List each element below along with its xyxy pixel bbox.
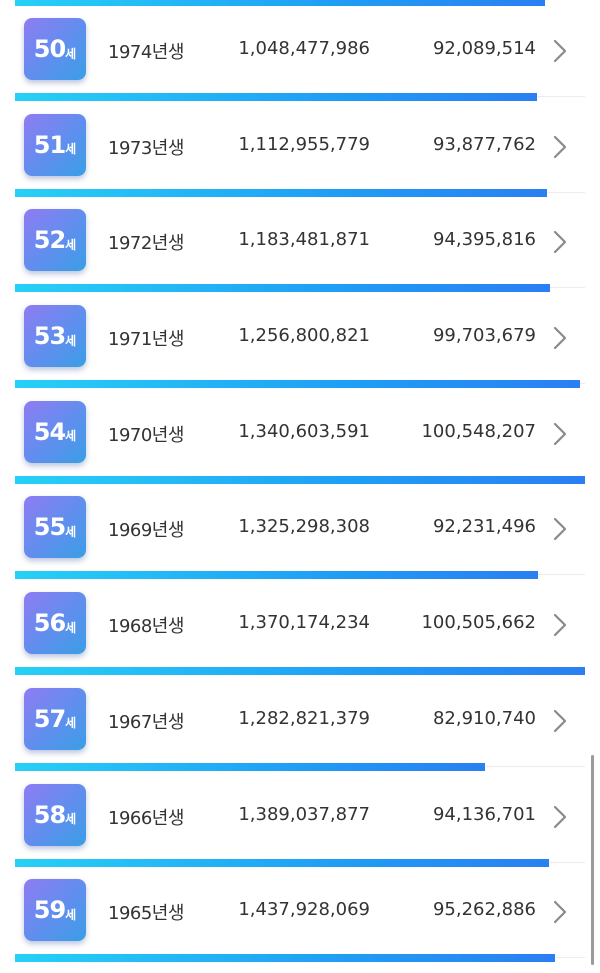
chevron-right-icon[interactable] xyxy=(552,135,568,159)
list-item[interactable]: 57 세 1967년생 1,282,821,379 82,910,740 xyxy=(0,676,600,772)
age-badge: 58 세 xyxy=(24,783,86,846)
per-person-amount: 94,395,816 xyxy=(432,229,536,251)
value-bar xyxy=(15,475,585,484)
age-number: 52 xyxy=(33,226,66,255)
per-person-amount: 94,136,701 xyxy=(432,803,536,825)
age-badge: 59 세 xyxy=(24,879,86,942)
value-bar xyxy=(15,188,547,197)
value-bar xyxy=(15,284,550,293)
per-person-amount: 92,089,514 xyxy=(432,38,536,59)
total-amount: 1,389,037,877 xyxy=(238,803,370,825)
list-item[interactable]: 59 세 1965년생 1,437,928,069 95,262,886 xyxy=(0,867,600,963)
age-badge: 51 세 xyxy=(24,113,86,176)
list-item[interactable]: 52 세 1972년생 1,183,481,871 94,395,816 xyxy=(0,197,600,293)
age-badge: 57 세 xyxy=(24,687,86,750)
age-badge: 55 세 xyxy=(24,496,86,559)
per-person-amount: 100,505,662 xyxy=(421,612,536,634)
total-amount: 1,282,821,379 xyxy=(238,707,370,729)
chevron-right-icon[interactable] xyxy=(552,422,568,446)
birth-year: 1967년생 xyxy=(108,711,184,733)
age-number: 58 xyxy=(33,800,66,829)
per-person-amount: 95,262,886 xyxy=(432,899,536,921)
age-unit: 세 xyxy=(65,620,77,635)
per-person-amount: 100,548,207 xyxy=(421,420,536,442)
birth-year: 1974년생 xyxy=(108,42,184,63)
list-item[interactable]: 51 세 1973년생 1,112,955,779 93,877,762 xyxy=(0,102,600,198)
total-amount: 1,370,174,234 xyxy=(238,612,370,634)
age-badge: 56 세 xyxy=(24,592,86,655)
age-list: 50 세 1974년생 1,048,477,986 92,089,514 51 세 … xyxy=(0,6,600,963)
age-number: 56 xyxy=(33,609,66,638)
chevron-right-icon[interactable] xyxy=(552,230,568,254)
age-unit: 세 xyxy=(65,812,77,826)
chevron-right-icon[interactable] xyxy=(552,613,568,637)
chevron-right-icon[interactable] xyxy=(552,326,568,350)
per-person-amount: 93,877,762 xyxy=(432,133,536,155)
value-bar xyxy=(15,954,555,963)
list-item[interactable]: 53 세 1971년생 1,256,800,821 99,703,679 xyxy=(0,293,600,389)
total-amount: 1,325,298,308 xyxy=(238,516,370,538)
list-item[interactable]: 56 세 1968년생 1,370,174,234 100,505,662 xyxy=(0,580,600,676)
age-number: 59 xyxy=(33,896,66,925)
age-number: 51 xyxy=(33,130,66,159)
per-person-amount: 82,910,740 xyxy=(432,707,536,729)
total-amount: 1,437,928,069 xyxy=(238,899,370,921)
age-unit: 세 xyxy=(65,907,77,922)
birth-year: 1970년생 xyxy=(108,424,184,446)
value-bar xyxy=(15,667,585,676)
age-unit: 세 xyxy=(65,142,77,157)
age-number: 53 xyxy=(33,322,66,351)
age-unit: 세 xyxy=(65,429,77,444)
age-unit: 세 xyxy=(65,524,77,539)
chevron-right-icon[interactable] xyxy=(552,517,568,541)
age-number: 55 xyxy=(33,513,66,542)
age-unit: 세 xyxy=(65,333,77,348)
previous-row-bar-fill xyxy=(15,0,545,6)
birth-year: 1969년생 xyxy=(108,520,184,542)
age-number: 50 xyxy=(33,35,66,63)
value-bar xyxy=(15,762,485,771)
birth-year: 1971년생 xyxy=(108,329,184,351)
value-bar xyxy=(15,858,549,867)
age-unit: 세 xyxy=(65,46,77,61)
age-unit: 세 xyxy=(65,237,77,252)
per-person-amount: 99,703,679 xyxy=(432,325,536,347)
previous-row-bar xyxy=(0,0,586,6)
age-badge: 53 세 xyxy=(24,305,86,368)
total-amount: 1,048,477,986 xyxy=(238,38,370,59)
chevron-right-icon[interactable] xyxy=(552,39,568,63)
age-badge: 50 세 xyxy=(24,18,86,80)
list-item[interactable]: 50 세 1974년생 1,048,477,986 92,089,514 xyxy=(0,6,600,102)
per-person-amount: 92,231,496 xyxy=(432,516,536,538)
total-amount: 1,112,955,779 xyxy=(238,133,370,155)
chevron-right-icon[interactable] xyxy=(552,805,568,829)
value-bar xyxy=(15,571,538,580)
total-amount: 1,256,800,821 xyxy=(238,325,370,347)
list-item[interactable]: 55 세 1969년생 1,325,298,308 92,231,496 xyxy=(0,484,600,580)
list-item[interactable]: 54 세 1970년생 1,340,603,591 100,548,207 xyxy=(0,389,600,485)
age-badge: 52 세 xyxy=(24,209,86,272)
value-bar xyxy=(15,93,537,101)
scrollbar[interactable] xyxy=(591,755,594,965)
birth-year: 1968년생 xyxy=(108,616,184,638)
chevron-right-icon[interactable] xyxy=(552,900,568,924)
birth-year: 1973년생 xyxy=(108,137,184,159)
chevron-right-icon[interactable] xyxy=(552,709,568,733)
age-number: 54 xyxy=(33,417,66,446)
total-amount: 1,183,481,871 xyxy=(238,229,370,251)
age-badge: 54 세 xyxy=(24,400,86,463)
birth-year: 1966년생 xyxy=(108,807,184,829)
total-amount: 1,340,603,591 xyxy=(238,420,370,442)
value-bar xyxy=(15,380,580,389)
list-item[interactable]: 58 세 1966년생 1,389,037,877 94,136,701 xyxy=(0,772,600,868)
age-unit: 세 xyxy=(65,716,77,731)
age-number: 57 xyxy=(33,704,66,733)
birth-year: 1972년생 xyxy=(108,233,184,255)
birth-year: 1965년생 xyxy=(108,903,184,925)
